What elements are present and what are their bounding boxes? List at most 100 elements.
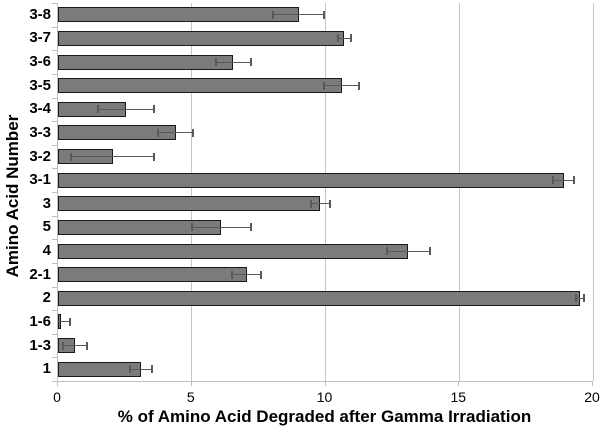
y-category-label: 3-5 xyxy=(29,76,51,94)
error-bar-cap-left xyxy=(70,152,73,161)
error-bar-cap-right xyxy=(192,128,195,137)
error-bar-cap-right xyxy=(582,294,585,303)
error-bar-cap-right xyxy=(428,247,431,256)
error-bar-line xyxy=(58,321,71,323)
y-category-label: 1 xyxy=(42,360,51,378)
error-bar-line xyxy=(98,108,155,110)
y-axis-tick xyxy=(52,50,57,52)
y-axis-tick xyxy=(52,310,57,312)
error-bar-line xyxy=(215,61,251,63)
y-category-label: 3-8 xyxy=(29,5,51,23)
error-bar-line xyxy=(63,345,88,347)
bar xyxy=(58,7,299,23)
error-bar-cap-left xyxy=(272,10,275,19)
error-bar-cap-left xyxy=(214,58,217,67)
error-bar-cap-right xyxy=(323,10,326,19)
y-axis-tick xyxy=(52,381,57,382)
error-bar-cap-left xyxy=(62,341,65,350)
bar xyxy=(58,267,247,283)
error-bar-cap-right xyxy=(249,58,252,67)
y-category-label: 1-3 xyxy=(29,336,51,354)
y-axis-tick xyxy=(52,26,57,28)
bar xyxy=(58,78,342,94)
y-category-label: 3-6 xyxy=(29,53,51,71)
y-axis-tick xyxy=(52,333,57,335)
error-bar-cap-left xyxy=(322,81,325,90)
error-bar-line xyxy=(130,368,152,370)
y-category-label: 2-1 xyxy=(29,265,51,283)
bar xyxy=(58,54,234,70)
error-bar-line xyxy=(158,132,194,134)
gridline xyxy=(325,3,326,381)
y-category-label: 3 xyxy=(42,194,51,212)
x-axis-tick xyxy=(592,382,593,386)
gridline xyxy=(592,3,594,381)
error-bar-cap-left xyxy=(386,247,389,256)
bar xyxy=(58,243,409,259)
error-bar-cap-left xyxy=(129,365,132,374)
y-category-label: 4 xyxy=(42,242,51,260)
y-category-label: 2 xyxy=(42,289,51,307)
error-bar-cap-right xyxy=(573,176,576,185)
y-axis-tick xyxy=(52,3,57,4)
error-bar-line xyxy=(310,203,330,205)
error-bar-cap-right xyxy=(260,270,263,279)
x-tick-label: 15 xyxy=(450,389,467,405)
error-bar-cap-right xyxy=(153,152,156,161)
y-category-label: 3-4 xyxy=(29,100,51,118)
error-bar-cap-right xyxy=(150,365,153,374)
gridline xyxy=(191,3,193,381)
error-bar-cap-right xyxy=(349,34,352,43)
y-axis-tick xyxy=(52,262,57,264)
y-axis-tick xyxy=(52,357,57,359)
error-bar-cap-right xyxy=(153,105,156,114)
plot-area xyxy=(57,3,594,382)
error-bar-line xyxy=(575,297,584,299)
error-bar-line xyxy=(387,250,430,252)
bar xyxy=(58,196,321,212)
y-axis-tick xyxy=(52,168,57,170)
error-bar-cap-left xyxy=(157,128,160,137)
error-bar-cap-right xyxy=(358,81,361,90)
error-bar-line xyxy=(191,226,251,228)
y-axis-tick xyxy=(52,73,57,75)
error-bar-cap-left xyxy=(190,223,193,232)
bar xyxy=(58,30,345,46)
x-axis-tick xyxy=(57,382,58,386)
y-axis-tick xyxy=(52,215,57,217)
y-axis-tick xyxy=(52,192,57,193)
y-category-label: 5 xyxy=(42,218,51,236)
error-bar-cap-left xyxy=(97,105,100,114)
error-bar-line xyxy=(337,37,351,39)
x-tick-label: 20 xyxy=(584,389,600,405)
y-axis-tick xyxy=(52,121,57,123)
x-axis-tick xyxy=(190,382,192,386)
x-tick-label: 5 xyxy=(186,389,195,405)
x-tick-label: 10 xyxy=(316,389,333,405)
y-axis-tick xyxy=(52,97,57,99)
error-bar-line xyxy=(552,179,575,181)
y-category-label: 3-7 xyxy=(29,29,51,47)
error-bar-cap-left xyxy=(336,34,339,43)
error-bar-cap-left xyxy=(574,294,577,303)
error-bar-cap-right xyxy=(328,199,331,208)
error-bar-cap-right xyxy=(249,223,252,232)
error-bar-cap-left xyxy=(230,270,233,279)
error-bar-cap-right xyxy=(69,317,72,326)
y-category-label: 1-6 xyxy=(29,312,51,330)
y-axis-tick xyxy=(52,286,57,288)
y-axis-tick xyxy=(52,239,57,241)
y-axis-tick xyxy=(52,144,57,146)
x-axis-tick xyxy=(324,382,326,386)
bar xyxy=(58,172,564,188)
x-axis-tick xyxy=(458,382,460,386)
y-category-label: 3-3 xyxy=(29,123,51,141)
x-axis-title: % of Amino Acid Degraded after Gamma Irr… xyxy=(117,407,532,426)
error-bar-line xyxy=(273,14,325,16)
y-category-label: 3-1 xyxy=(29,171,51,189)
error-bar-line xyxy=(231,274,262,276)
bar xyxy=(58,290,580,306)
error-bar-cap-left xyxy=(309,199,312,208)
x-tick-label: 0 xyxy=(53,389,61,405)
